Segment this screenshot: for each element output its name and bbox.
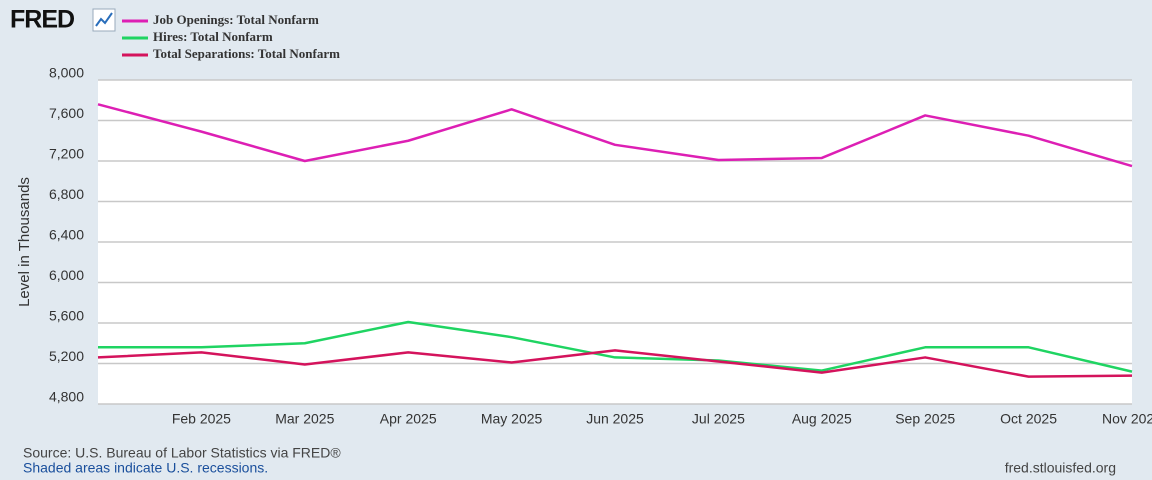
x-tick-label: Aug 2025 — [792, 411, 852, 427]
site-url: fred.stlouisfed.org — [1005, 460, 1116, 476]
x-tick-label: Nov 2025 — [1102, 411, 1152, 427]
x-tick-label: Sep 2025 — [895, 411, 955, 427]
y-axis-label: Level in Thousands — [16, 177, 33, 307]
x-tick-label: Jun 2025 — [586, 411, 644, 427]
series-line — [97, 349, 1133, 378]
logo: FRED — [10, 6, 74, 34]
x-tick-label: Jul 2025 — [692, 411, 745, 427]
x-tick-label: Apr 2025 — [380, 411, 437, 427]
logo-icon — [92, 8, 116, 32]
legend-label: Total Separations: Total Nonfarm — [153, 46, 340, 61]
recession-note: Shaded areas indicate U.S. recessions. — [23, 460, 268, 476]
x-tick-label: Feb 2025 — [172, 411, 231, 427]
source: Source: U.S. Bureau of Labor Statistics … — [23, 445, 341, 461]
y-tick-label: 7,200 — [49, 146, 84, 162]
series-line — [98, 320, 1133, 373]
y-tick-label: 8,000 — [49, 65, 84, 81]
legend-label: Hires: Total Nonfarm — [153, 29, 273, 44]
y-tick-label: 7,600 — [49, 105, 84, 121]
x-tick-label: Oct 2025 — [1000, 411, 1057, 427]
x-tick-label: Mar 2025 — [275, 411, 334, 427]
series-line — [97, 103, 1133, 168]
legend-label: Job Openings: Total Nonfarm — [153, 12, 319, 27]
y-tick-label: 4,800 — [49, 389, 84, 405]
y-tick-label: 5,200 — [49, 348, 84, 364]
x-tick-label: May 2025 — [481, 411, 543, 427]
y-tick-label: 6,800 — [49, 186, 84, 202]
y-tick-label: 5,600 — [49, 308, 84, 324]
y-tick-label: 6,000 — [49, 267, 84, 283]
y-tick-label: 6,400 — [49, 227, 84, 243]
